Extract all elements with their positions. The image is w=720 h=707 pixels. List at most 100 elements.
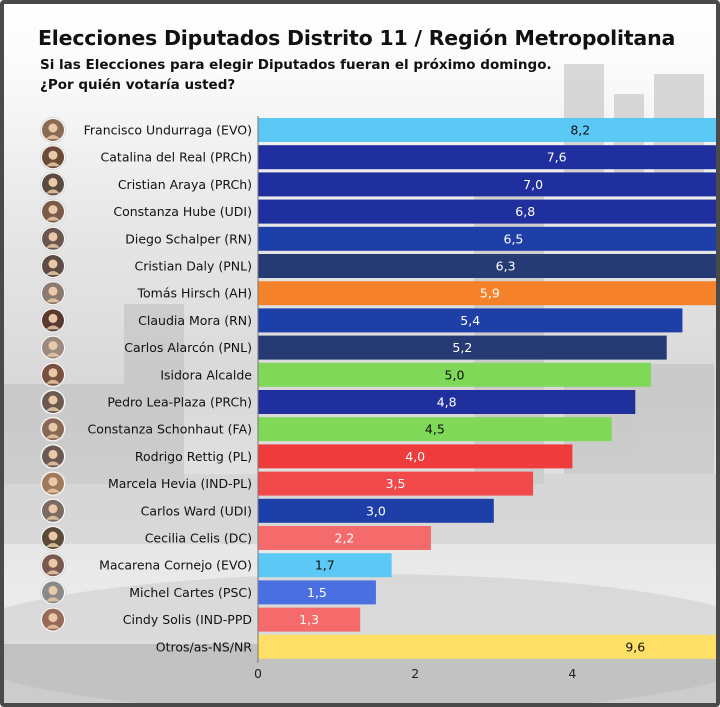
bar [258,254,716,278]
x-axis: 0246810 [254,116,576,681]
bar [258,199,716,224]
bar-value-label: 1,3 [299,612,319,627]
bar-value-label: 8,2 [570,123,590,138]
bar-category-label: Michel Cartes (PSC) [129,585,252,600]
bar [258,226,716,251]
bar [258,145,716,170]
avatar-shoulders-icon [46,162,60,167]
bar [258,471,534,496]
avatar-shoulders-icon [46,135,60,139]
bar [258,417,612,442]
avatar-head-icon [48,531,58,541]
avatar-shoulders-icon [46,352,60,357]
avatar-head-icon [48,177,58,187]
bar-category-label: Constanza Schonhaut (FA) [87,422,252,437]
avatar-shoulders-icon [46,461,60,466]
bar-value-label: 7,0 [523,177,543,192]
bar [258,444,573,469]
bar [258,498,494,523]
bar-row: Catalina del Real (PRCh) 7,6 [40,144,716,171]
bar-category-label: Marcela Hevia (IND-PL) [108,476,252,491]
bar-row: Constanza Hube (UDI) 6,8 [40,198,716,225]
bar-value-label: 5,0 [445,367,465,382]
bar [258,118,716,142]
x-tick-label: 4 [568,666,576,681]
bar-row: Tomás Hirsch (AH) 5,9 [40,280,716,307]
bar-value-label: 2,2 [335,531,355,546]
bar-chart: Francisco Undurraga (EVO) 8,2 Catalina del… [40,116,716,681]
avatar-shoulders-icon [46,597,60,602]
bar-row: Rodrigo Rettig (PL) 4,0 [40,443,573,470]
x-tick-label: 0 [254,666,262,681]
bar-row: Diego Schalper (RN) 6,5 [40,225,716,252]
avatar-head-icon [48,395,58,405]
bars-layer: Francisco Undurraga (EVO) 8,2 Catalina del… [40,117,716,659]
bar-row: Michel Cartes (PSC) 1,5 [40,579,376,606]
avatar-shoulders-icon [46,271,60,275]
avatar-shoulders-icon [46,189,60,194]
bar-category-label: Carlos Ward (UDI) [141,503,252,518]
bar-row: Carlos Ward (UDI) 3,0 [40,497,494,524]
bar-value-label: 4,0 [405,449,425,464]
avatar-head-icon [48,477,58,487]
bar-category-label: Carlos Alarcón (PNL) [124,340,252,355]
bar [258,308,683,333]
bar-row: Cecilia Celis (DC) 2,2 [40,525,431,551]
bar-category-label: Cindy Solis (IND-PPD [123,612,252,627]
bar-value-label: 3,0 [366,503,386,518]
chart-subtitle-line-1: Si las Elecciones para elegir Diputados … [40,57,552,73]
avatar-head-icon [48,368,58,378]
bar-value-label: 1,7 [315,558,335,573]
bar-row: Claudia Mora (RN) 5,4 [40,307,683,334]
bar-category-label: Cecilia Celis (DC) [145,531,252,546]
bar-value-label: 4,5 [425,422,445,437]
bar-value-label: 4,8 [437,395,457,410]
bar [258,526,431,550]
bar-row: Constanza Schonhaut (FA) 4,5 [40,416,612,443]
avatar-head-icon [48,449,58,459]
bar-category-label: Macarena Cornejo (EVO) [99,558,252,573]
avatar-head-icon [48,558,58,568]
chart-subtitle-line-2: ¿Por quién votaría usted? [40,77,236,93]
bar-category-label: Rodrigo Rettig (PL) [135,449,252,464]
avatar-head-icon [48,123,58,133]
avatar-head-icon [48,150,58,160]
avatar-shoulders-icon [46,325,60,330]
bar [258,607,361,632]
bar-category-label: Catalina del Real (PRCh) [101,150,252,165]
avatar-head-icon [48,313,58,323]
bar-value-label: 7,6 [547,150,567,165]
bar-category-label: Cristian Daly (PNL) [134,259,252,274]
bar-value-label: 3,5 [386,476,406,491]
bar-category-label: Tomás Hirsch (AH) [137,286,252,301]
avatar-head-icon [48,504,58,514]
bar-category-label: Pedro Lea-Plaza (PRCh) [107,395,252,410]
avatar-head-icon [48,613,58,623]
avatar-shoulders-icon [46,515,60,520]
avatar-shoulders-icon [46,624,60,629]
bar-value-label: 1,5 [307,585,327,600]
bar-category-label: Diego Schalper (RN) [125,231,252,246]
bar-row: Francisco Undurraga (EVO) 8,2 [40,117,716,143]
avatar-shoulders-icon [46,379,60,384]
bar-value-label: 6,8 [515,204,535,219]
bar-row: Cristian Daly (PNL) 6,3 [40,253,716,279]
chart-title: Elecciones Diputados Distrito 11 / Regió… [38,26,676,50]
avatar-shoulders-icon [46,216,60,221]
x-tick-label: 2 [411,666,419,681]
bar-category-label: Constanza Hube (UDI) [113,204,252,219]
bar [258,553,392,578]
bar-value-label: 6,3 [496,259,516,274]
bar [258,390,636,414]
avatar-head-icon [48,585,58,595]
avatar-shoulders-icon [46,570,60,575]
bar [258,634,716,659]
bar-row: Carlos Alarcón (PNL) 5,2 [40,334,667,361]
avatar-head-icon [48,341,58,351]
bar-category-label: Claudia Mora (RN) [138,313,252,328]
bar-value-label: 9,6 [625,639,645,654]
bar-value-label: 6,5 [504,231,524,246]
bar-category-label: Isidora Alcalde [160,367,252,382]
bar-row: Macarena Cornejo (EVO) 1,7 [40,552,392,579]
